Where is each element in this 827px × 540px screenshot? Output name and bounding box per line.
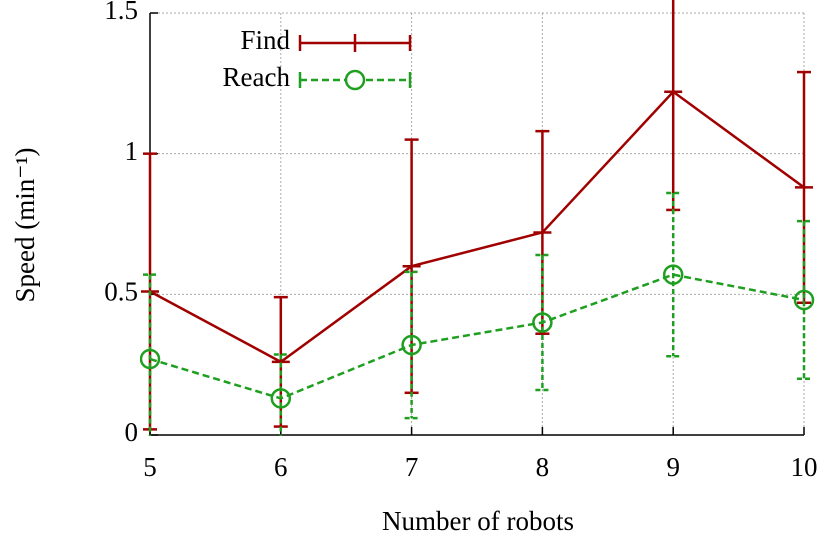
legend-label: Reach xyxy=(223,62,291,92)
point xyxy=(793,289,815,311)
y-tick-label: 0 xyxy=(125,417,139,447)
point xyxy=(140,348,161,370)
y-tick-label: 1 xyxy=(125,136,139,166)
x-tick-label: 10 xyxy=(791,452,818,482)
series-line xyxy=(149,273,805,400)
x-tick-label: 6 xyxy=(274,452,288,482)
error-bar xyxy=(797,219,811,380)
x-tick-label: 5 xyxy=(143,452,157,482)
y-tick-label: 1.5 xyxy=(104,0,138,25)
plot-area xyxy=(140,0,815,436)
point xyxy=(532,312,553,333)
x-tick-label: 8 xyxy=(536,452,550,482)
x-tick-label: 9 xyxy=(666,452,680,482)
x-axis-label: Number of robots xyxy=(382,506,574,536)
point xyxy=(270,388,292,409)
legend-marker xyxy=(344,69,366,91)
point xyxy=(662,264,684,285)
error-bar xyxy=(666,191,681,358)
series-line xyxy=(149,90,805,364)
y-axis-label: Speed (min⁻¹) xyxy=(10,147,40,302)
error-bar xyxy=(666,0,681,212)
legend-swatch xyxy=(298,69,412,91)
legend-label: Find xyxy=(240,25,290,55)
point xyxy=(401,334,422,356)
y-tick-label: 0.5 xyxy=(104,277,138,307)
x-tick-label: 7 xyxy=(405,452,419,482)
legend-swatch xyxy=(298,34,412,52)
